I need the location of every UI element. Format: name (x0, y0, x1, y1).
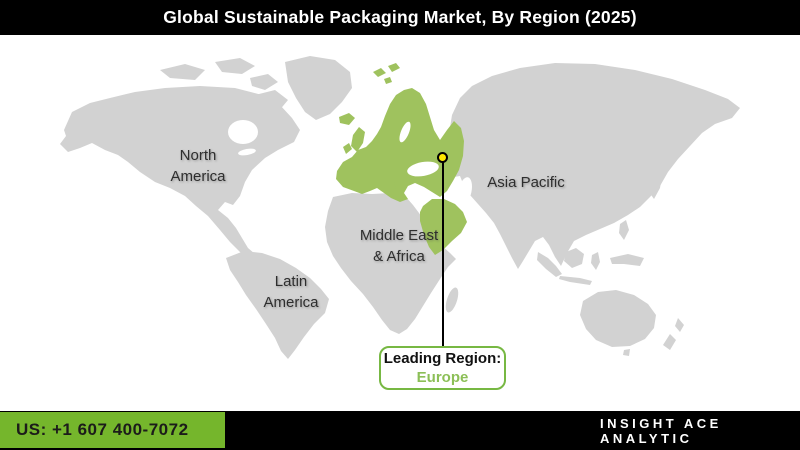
map-hudson-bay (228, 120, 258, 144)
map-great-lakes (238, 148, 256, 156)
callout-value: Europe (416, 369, 469, 386)
map-ireland (343, 143, 352, 154)
map-region-asia (448, 63, 740, 269)
map-japan (648, 124, 662, 199)
page-title: Global Sustainable Packaging Market, By … (163, 7, 637, 27)
map-svalbard (373, 63, 400, 84)
map-united-kingdom (351, 127, 365, 152)
map-region-australia (580, 290, 656, 356)
map-region-greenland (285, 56, 352, 120)
map-new-zealand (663, 318, 684, 350)
phone-number: US: +1 607 400-7072 (16, 420, 189, 439)
footer-brand-block: INSIGHT ACE ANALYTIC (600, 411, 800, 450)
leading-region-callout: Leading Region: Europe (379, 346, 506, 390)
map-madagascar (445, 287, 459, 313)
label-latin-america: Latin America (263, 273, 319, 311)
callout-label: Leading Region: (383, 350, 502, 367)
map-seas (399, 121, 472, 205)
label-middle-east-africa: Middle East & Africa (359, 227, 439, 265)
map-arctic-islands (160, 58, 288, 112)
title-bar: Global Sustainable Packaging Market, By … (0, 0, 800, 35)
label-asia-pacific: Asia Pacific (487, 174, 565, 191)
footer-phone-block: US: +1 607 400-7072 (0, 412, 225, 448)
label-north-america: North America (170, 147, 226, 185)
map-iceland (339, 113, 355, 125)
brand-name: INSIGHT ACE ANALYTIC (600, 415, 722, 446)
callout-connector-line (442, 160, 444, 347)
map-caspian-sea (458, 177, 472, 205)
map-italy (386, 177, 400, 199)
map-baltic-sea (399, 121, 411, 143)
map-region-south-america (226, 251, 329, 359)
footer-bar: US: +1 607 400-7072 INSIGHT ACE ANALYTIC (0, 411, 800, 450)
europe-marker-dot (437, 152, 448, 163)
map-black-sea (407, 161, 439, 177)
